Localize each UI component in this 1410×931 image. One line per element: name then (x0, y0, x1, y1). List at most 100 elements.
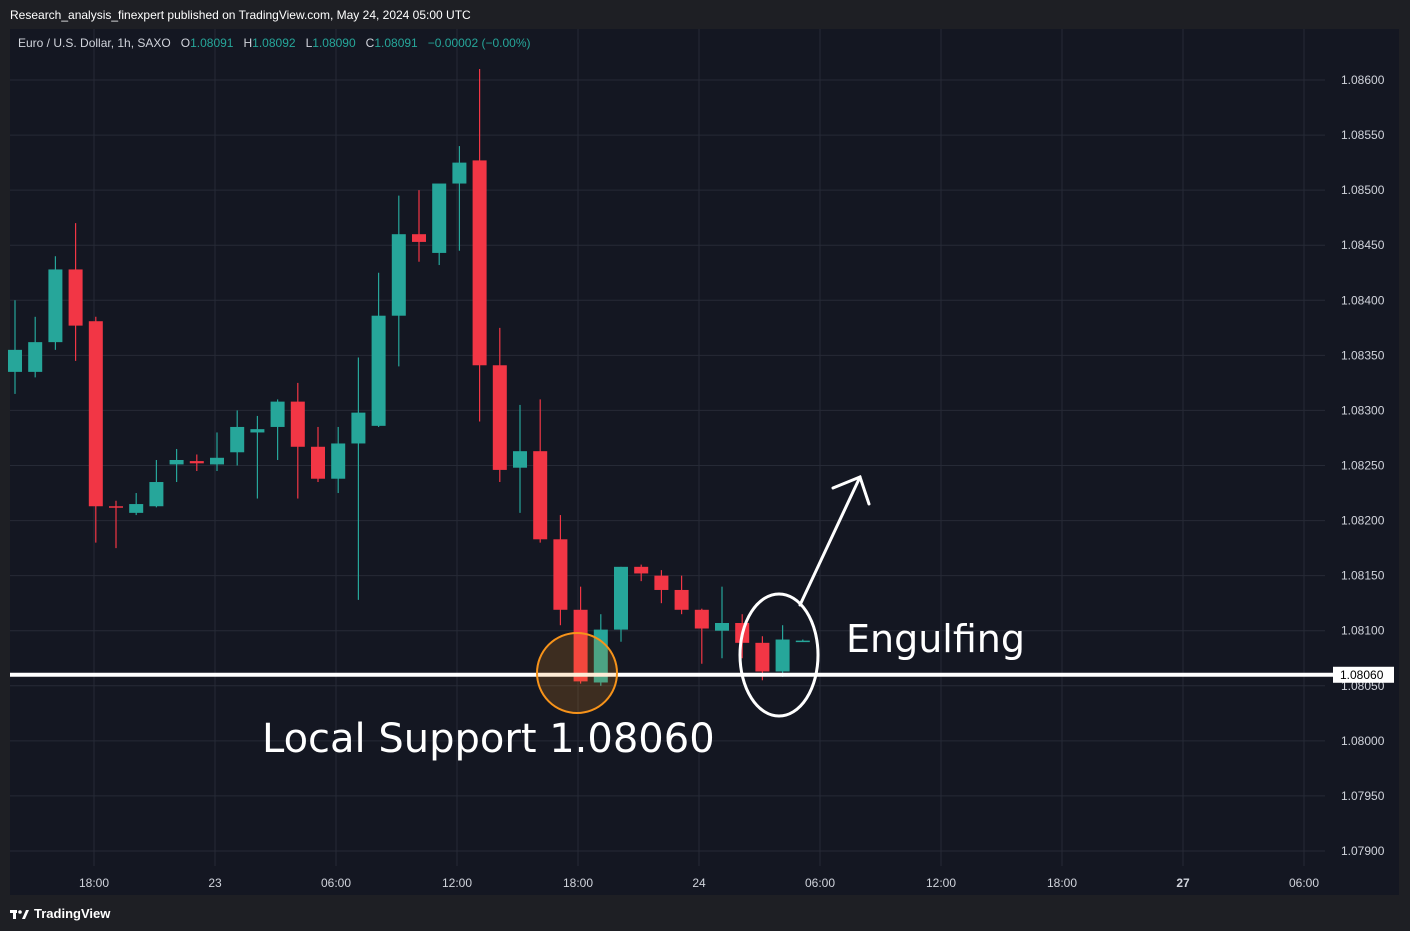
time-tick-label: 18:00 (79, 876, 109, 890)
candle-body (391, 234, 406, 316)
time-tick-label: 18:00 (1047, 876, 1077, 890)
open-value: 1.08091 (190, 36, 234, 50)
price-tick-label: 1.08000 (1341, 734, 1385, 748)
candles (8, 68, 810, 686)
engulfing-annotation: Engulfing (846, 617, 1025, 661)
support-touch-circle (536, 632, 618, 714)
price-tick-label: 1.08450 (1341, 238, 1385, 252)
candle-body (513, 451, 527, 468)
time-tick-label: 27 (1176, 876, 1190, 890)
candle[interactable] (371, 272, 386, 427)
candle-body (8, 349, 22, 372)
time-tick-label: 06:00 (805, 876, 835, 890)
candle[interactable] (513, 404, 527, 513)
close-value: 1.08091 (374, 36, 418, 50)
time-tick-label: 12:00 (442, 876, 472, 890)
candle-body (775, 639, 790, 672)
candle-body (432, 183, 447, 253)
high-value: 1.08092 (252, 36, 296, 50)
symbol-legend[interactable]: Euro / U.S. Dollar, 1h, SAXO O1.08091 H1… (18, 36, 531, 50)
support-annotation: Local Support 1.08060 (262, 716, 715, 762)
close-label: C (365, 36, 375, 50)
time-tick-label: 06:00 (1289, 876, 1319, 890)
candle[interactable] (634, 564, 649, 582)
price-tick-label: 1.08600 (1341, 73, 1385, 87)
candle[interactable] (88, 316, 103, 543)
candle-body (189, 461, 204, 464)
candle[interactable] (715, 586, 729, 659)
up-arrow (798, 475, 871, 607)
time-tick-label: 12:00 (926, 876, 956, 890)
candle[interactable] (654, 570, 669, 604)
tradingview-logo-icon (10, 909, 29, 919)
footer-brand[interactable]: TradingView (10, 906, 110, 921)
candle[interactable] (28, 316, 43, 378)
price-tag-label: 1.08060 (1340, 668, 1384, 682)
candle-body (250, 429, 265, 433)
high-label: H (243, 36, 253, 50)
low-label: L (305, 36, 313, 50)
candle[interactable] (795, 639, 810, 643)
chart-pane[interactable] (10, 29, 1399, 895)
candle-body (28, 342, 43, 372)
candle[interactable] (8, 300, 22, 394)
candle[interactable] (230, 410, 245, 466)
candle-body (109, 506, 123, 508)
price-tick-label: 1.07900 (1341, 844, 1385, 858)
candle[interactable] (189, 454, 204, 472)
candle[interactable] (351, 357, 366, 600)
candle[interactable] (694, 608, 709, 664)
candle-body (634, 566, 649, 574)
candle[interactable] (129, 493, 144, 516)
candle[interactable] (472, 68, 487, 422)
price-tick-label: 1.08400 (1341, 293, 1385, 307)
candle-body (88, 321, 103, 507)
candle[interactable] (533, 399, 548, 543)
candle[interactable] (553, 515, 568, 626)
brand-name: TradingView (34, 906, 111, 921)
candle[interactable] (270, 399, 285, 460)
candle[interactable] (573, 586, 588, 684)
candle[interactable] (290, 382, 305, 499)
candle[interactable] (432, 183, 447, 266)
candle[interactable] (311, 426, 325, 483)
candle-body (412, 234, 426, 242)
candle-body (795, 640, 810, 643)
price-tick-label: 1.08100 (1341, 624, 1385, 638)
time-tick-label: 23 (208, 876, 222, 890)
symbol-name: Euro / U.S. Dollar, 1h, SAXO (18, 36, 171, 50)
candle[interactable] (109, 500, 123, 549)
candle[interactable] (775, 625, 790, 677)
candle[interactable] (331, 426, 346, 494)
open-label: O (180, 36, 191, 50)
change-value: −0.00002 (−0.00%) (427, 36, 531, 50)
candle-body (614, 566, 628, 630)
candle-body (674, 589, 689, 610)
candle-body (533, 451, 548, 540)
candle[interactable] (210, 432, 224, 472)
candle[interactable] (48, 256, 63, 350)
candle[interactable] (674, 575, 689, 615)
candle-body (129, 504, 144, 513)
time-tick-label: 06:00 (321, 876, 351, 890)
candle-body (654, 575, 669, 590)
candle[interactable] (492, 327, 507, 483)
candle-body (270, 401, 285, 427)
candle-body (351, 412, 366, 444)
candle-body (694, 609, 709, 629)
candle-body (169, 459, 184, 465)
price-tag (1333, 666, 1394, 683)
candle-body (371, 315, 386, 426)
candle[interactable] (149, 459, 164, 508)
candle[interactable] (68, 223, 83, 361)
candle-body (573, 609, 588, 682)
publish-line: Research_analysis_finexpert published on… (10, 8, 471, 22)
candle[interactable] (250, 415, 265, 499)
candle[interactable] (412, 190, 426, 262)
price-axis: 1.08600 1.08550 1.08500 1.08450 1.08400 1.083… (1341, 73, 1385, 858)
candle[interactable] (614, 566, 628, 642)
candle[interactable] (169, 448, 184, 483)
candle[interactable] (391, 195, 406, 367)
candle[interactable] (452, 146, 467, 251)
